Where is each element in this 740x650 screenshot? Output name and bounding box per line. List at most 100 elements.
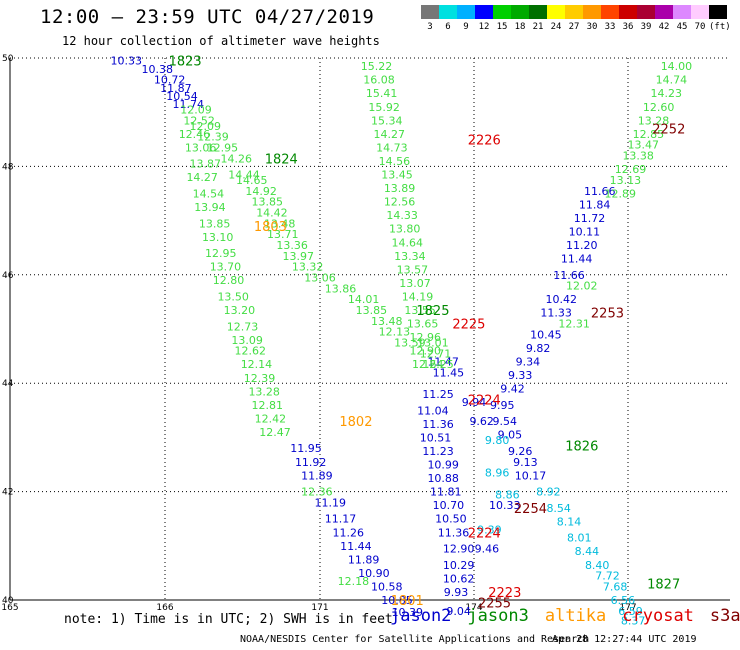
wave-height-value: 13.34 [394, 250, 426, 263]
wave-height-value: 14.64 [392, 236, 424, 249]
scale-swatch [511, 5, 529, 19]
wave-height-value: 12.69 [615, 163, 647, 176]
wave-height-value: 10.17 [515, 469, 547, 482]
wave-height-value: 9.93 [444, 586, 469, 599]
wave-height-value: 16.08 [363, 74, 395, 87]
wave-height-value: 14.74 [656, 74, 688, 87]
wave-height-value: 10.29 [443, 559, 475, 572]
legend-altika: altika [544, 606, 607, 626]
wave-height-value: 11.89 [301, 469, 333, 482]
pass-time-label: 2252 [652, 122, 685, 137]
wave-height-value: 13.55 [404, 304, 436, 317]
x-tick-label: 165 [1, 603, 18, 613]
wave-height-value: 8.54 [546, 502, 571, 515]
wave-height-value: 14.00 [661, 60, 693, 73]
wave-height-value: 7.72 [595, 570, 620, 583]
wave-height-value: 10.70 [433, 499, 465, 512]
wave-height-value: 9.33 [508, 369, 533, 382]
wave-height-value: 11.87 [160, 82, 192, 95]
scale-label: 27 [568, 22, 580, 32]
pass-time-label: 2255 [478, 597, 511, 612]
scale-label: 45 [676, 22, 688, 32]
wave-height-value: 14.27 [374, 128, 406, 141]
wave-height-value: 11.33 [540, 307, 572, 320]
x-tick-label: 171 [311, 603, 328, 613]
wave-height-value: 14.27 [186, 171, 218, 184]
wave-height-value: 6.56 [611, 594, 636, 607]
scale-swatch [493, 5, 511, 19]
legend-cryosat: cryosat [622, 606, 694, 626]
wave-height-value: 11.72 [574, 212, 606, 225]
wave-height-value: 11.20 [566, 239, 598, 252]
wave-height-value: 12.62 [235, 345, 267, 358]
wave-height-value: 12.71 [420, 347, 452, 360]
wave-height-value: 11.95 [290, 442, 322, 455]
scale-label: (ft) [709, 22, 731, 32]
wave-height-value: 12.02 [566, 280, 598, 293]
wave-height-value: 9.05 [498, 429, 523, 442]
scale-swatch [529, 5, 547, 19]
pass-time-label: 1823 [169, 55, 202, 70]
wave-height-value: 10.45 [530, 328, 562, 341]
wave-height-value: 13.94 [194, 201, 226, 214]
wave-height-value: 10.58 [371, 580, 403, 593]
wave-height-value: 13.70 [210, 261, 242, 274]
wave-height-value: 14.23 [651, 87, 683, 100]
wave-height-value: 13.28 [638, 114, 670, 127]
wave-height-value: 9.54 [493, 415, 518, 428]
wave-height-value: 6.59 [618, 605, 643, 618]
wave-height-value: 13.06 [304, 272, 336, 285]
wave-height-value: 10.72 [154, 74, 186, 87]
scale-label: 24 [550, 22, 562, 32]
wave-height-value: 8.37 [621, 615, 646, 628]
scale-label: 21 [532, 22, 544, 32]
wave-height-value: 12.80 [213, 274, 245, 287]
pass-time-label: 1826 [565, 440, 598, 455]
wave-height-value: 10.33 [489, 499, 521, 512]
wave-height-value: 9.94 [462, 396, 487, 409]
wave-height-value: 14.73 [376, 141, 408, 154]
wave-height-value: 10.11 [569, 225, 601, 238]
wave-height-value: 13.36 [276, 239, 308, 252]
wave-height-value: 7.68 [603, 580, 628, 593]
wave-height-value: 11.23 [422, 445, 454, 458]
wave-height-value: 8.14 [557, 515, 582, 528]
wave-height-value: 13.85 [356, 304, 388, 317]
wave-height-value: 11.04 [417, 404, 449, 417]
wave-height-value: 12.09 [180, 103, 212, 116]
pass-time-label: 2225 [452, 318, 485, 333]
wave-height-value: 9.39 [477, 524, 502, 537]
pass-time-label: 2224 [468, 526, 501, 541]
scale-label: 18 [514, 22, 526, 32]
scale-swatch [709, 5, 727, 19]
pass-time-label: 1827 [647, 578, 680, 593]
wave-height-value: 12.47 [259, 426, 291, 439]
wave-height-value: 14.44 [228, 169, 260, 182]
wave-height-value: 13.48 [264, 217, 296, 230]
wave-height-value: 9.04 [446, 605, 471, 618]
footer-timestamp: Apr 28 12:27:44 UTC 2019 [552, 634, 697, 645]
scale-label: 12 [478, 22, 490, 32]
wave-height-value: 15.22 [361, 60, 393, 73]
scale-label: 33 [604, 22, 616, 32]
page-subtitle: 12 hour collection of altimeter wave hei… [62, 34, 380, 48]
wave-height-value: 10.85 [381, 594, 413, 607]
wave-height-value: 15.34 [371, 114, 403, 127]
wave-height-value: 15.41 [366, 87, 398, 100]
wave-height-value: 12.46 [179, 128, 211, 141]
wave-height-value: 11.36 [422, 418, 454, 431]
scale-swatch [439, 5, 457, 19]
pass-time-label: 1802 [339, 415, 372, 430]
wave-height-value: 11.44 [561, 253, 593, 266]
wave-height-value: 10.39 [392, 606, 424, 619]
wave-height-value: 11.66 [553, 269, 585, 282]
wave-height-value: 9.34 [516, 356, 541, 369]
wave-height-value: 9.46 [475, 543, 500, 556]
wave-height-value: 10.33 [111, 55, 143, 68]
wave-height-value: 13.01 [417, 337, 449, 350]
y-tick-label: 46 [2, 271, 14, 281]
pass-time-label: 2224 [468, 393, 501, 408]
wave-height-value: 13.57 [397, 263, 429, 276]
wave-height-value: 13.13 [610, 174, 642, 187]
y-tick-label: 44 [2, 379, 14, 389]
